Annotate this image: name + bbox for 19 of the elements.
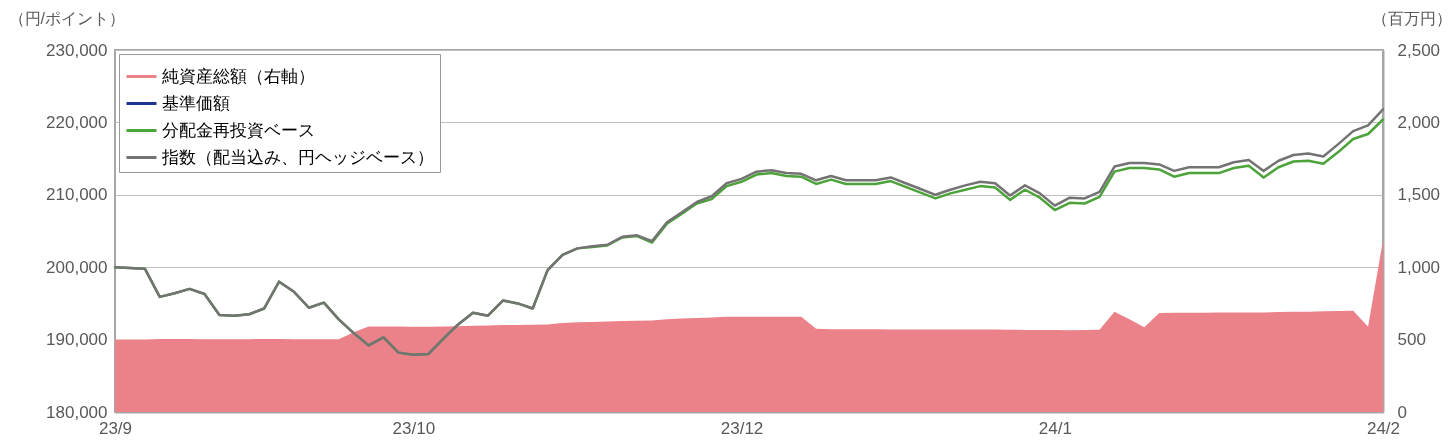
y2-axis-title: （百万円） — [1371, 9, 1452, 27]
y-axis-title: （円/ポイント） — [8, 9, 125, 27]
y-tick-label: 230,000 — [46, 40, 108, 60]
y2-tick-label: 2,500 — [1397, 40, 1441, 60]
y2-tick-label: 1,500 — [1397, 185, 1441, 205]
x-tick-label: 23/10 — [392, 418, 436, 438]
legend-label: 基準価額 — [162, 93, 230, 113]
y-tick-label: 190,000 — [46, 330, 108, 350]
x-tick-label: 23/12 — [720, 418, 764, 438]
legend-label: 指数（配当込み、円ヘッジベース） — [161, 147, 434, 167]
x-tick-label: 24/1 — [1038, 418, 1072, 438]
y2-tick-label: 1,000 — [1397, 257, 1441, 277]
y-tick-label: 200,000 — [46, 257, 108, 277]
legend-label: 純資産総額（右軸） — [162, 66, 315, 86]
y2-tick-label: 2,000 — [1397, 112, 1441, 132]
y-tick-label: 210,000 — [46, 185, 108, 205]
y2-tick-label: 500 — [1397, 330, 1426, 350]
legend-label: 分配金再投資ベース — [162, 120, 315, 140]
y-tick-label: 220,000 — [46, 112, 108, 132]
